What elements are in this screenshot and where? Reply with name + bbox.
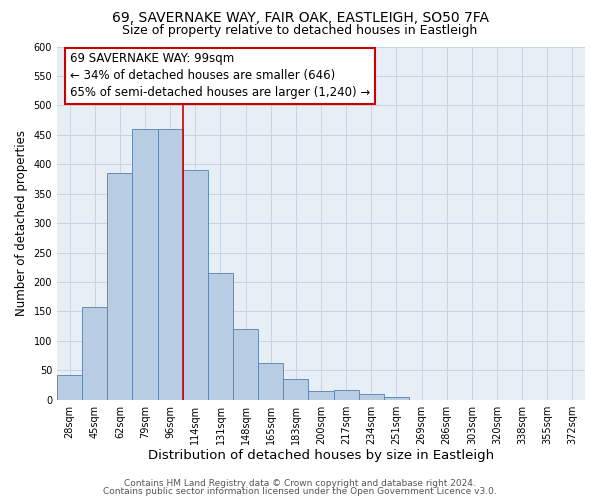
Bar — [107, 173, 133, 400]
Text: Contains public sector information licensed under the Open Government Licence v3: Contains public sector information licen… — [103, 487, 497, 496]
Bar — [384, 397, 409, 400]
Bar — [82, 306, 107, 400]
Bar — [208, 273, 233, 400]
Bar — [158, 129, 183, 400]
Bar — [334, 390, 359, 400]
Bar — [57, 375, 82, 400]
Bar — [133, 129, 158, 400]
Text: Contains HM Land Registry data © Crown copyright and database right 2024.: Contains HM Land Registry data © Crown c… — [124, 479, 476, 488]
X-axis label: Distribution of detached houses by size in Eastleigh: Distribution of detached houses by size … — [148, 450, 494, 462]
Text: 69, SAVERNAKE WAY, FAIR OAK, EASTLEIGH, SO50 7FA: 69, SAVERNAKE WAY, FAIR OAK, EASTLEIGH, … — [112, 11, 488, 25]
Bar — [283, 379, 308, 400]
Bar — [359, 394, 384, 400]
Text: Size of property relative to detached houses in Eastleigh: Size of property relative to detached ho… — [122, 24, 478, 37]
Y-axis label: Number of detached properties: Number of detached properties — [15, 130, 28, 316]
Bar — [258, 363, 283, 400]
Bar — [183, 170, 208, 400]
Text: 69 SAVERNAKE WAY: 99sqm
← 34% of detached houses are smaller (646)
65% of semi-d: 69 SAVERNAKE WAY: 99sqm ← 34% of detache… — [70, 52, 370, 100]
Bar — [308, 391, 334, 400]
Bar — [233, 329, 258, 400]
